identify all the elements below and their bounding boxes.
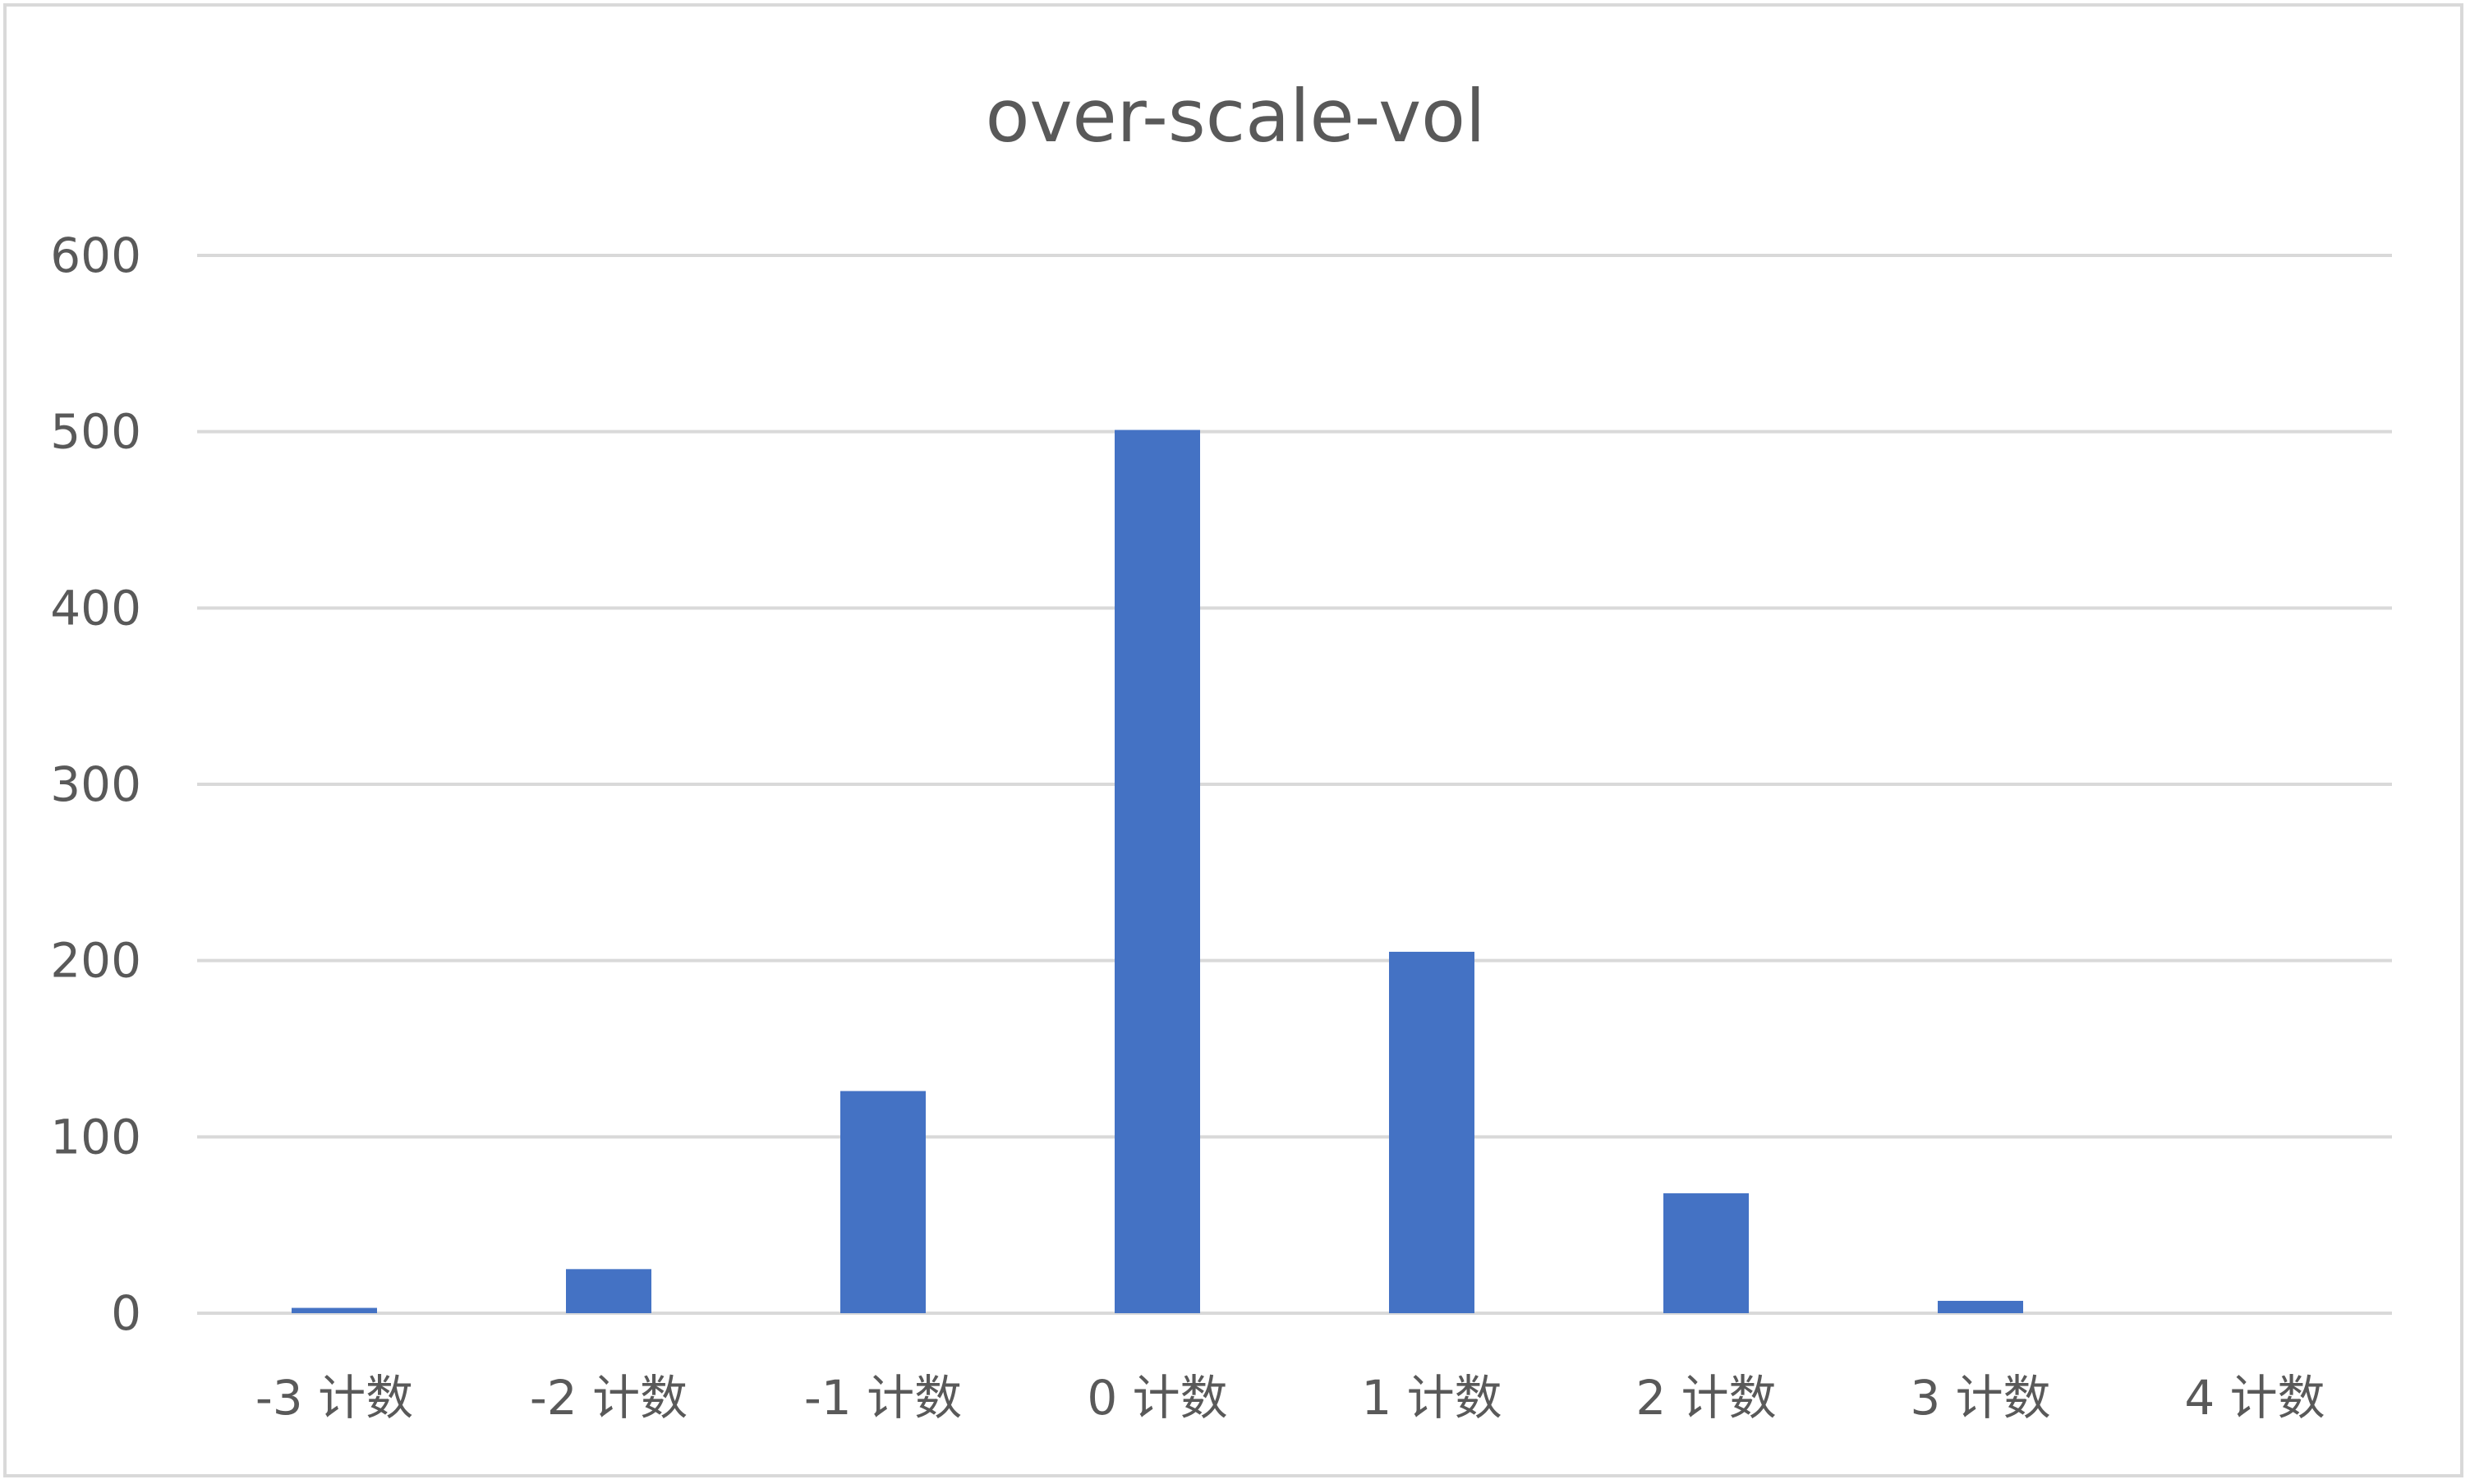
x-tick-label: 1 计数 bbox=[1361, 1370, 1502, 1426]
chart-title: over-scale-vol bbox=[986, 74, 1486, 159]
y-tick-label: 100 bbox=[50, 1109, 141, 1165]
bar bbox=[1115, 430, 1200, 1313]
bar bbox=[292, 1307, 377, 1313]
y-tick-label: 200 bbox=[50, 933, 141, 989]
y-tick-label: 400 bbox=[50, 580, 141, 636]
y-tick-label: 600 bbox=[50, 227, 141, 283]
bar bbox=[1938, 1300, 2023, 1313]
y-tick-label: 0 bbox=[111, 1285, 141, 1341]
x-tick-label: -3 计数 bbox=[255, 1370, 413, 1426]
bar bbox=[1389, 951, 1474, 1313]
bar bbox=[1663, 1193, 1749, 1313]
bar bbox=[840, 1091, 926, 1313]
y-tick-label: 500 bbox=[50, 404, 141, 460]
bars bbox=[292, 430, 2023, 1313]
y-tick-label: 300 bbox=[50, 756, 141, 812]
x-tick-label: 3 计数 bbox=[1910, 1370, 2050, 1426]
x-tick-label: 4 计数 bbox=[2184, 1370, 2325, 1426]
x-tick-label: 0 计数 bbox=[1087, 1370, 1227, 1426]
y-axis-ticks: 0 100 200 300 400 500 600 bbox=[50, 227, 141, 1341]
x-axis-ticks: -3 计数 -2 计数 -1 计数 0 计数 1 计数 2 计数 3 计数 4 计数 bbox=[255, 1370, 2325, 1426]
gridlines bbox=[197, 254, 2392, 1315]
bar bbox=[566, 1269, 651, 1313]
x-tick-label: -1 计数 bbox=[804, 1370, 962, 1426]
x-tick-label: -2 计数 bbox=[530, 1370, 688, 1426]
chart-frame bbox=[3, 3, 2463, 1477]
x-tick-label: 2 计数 bbox=[1635, 1370, 1776, 1426]
